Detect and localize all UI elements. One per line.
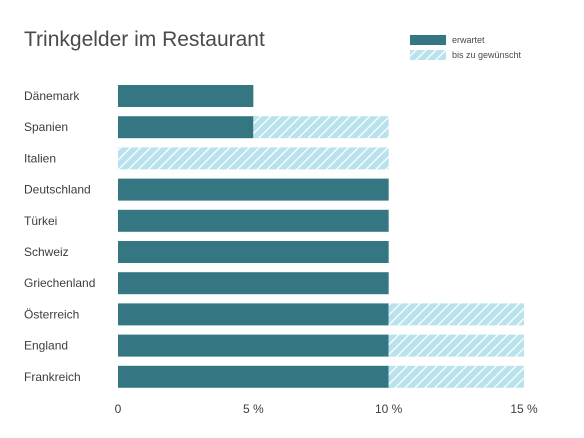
- x-axis-ticks: 0 5 % 10 % 15 %: [115, 402, 538, 416]
- x-tick-label-5: 5 %: [243, 402, 264, 416]
- category-label-osterreich: Österreich: [24, 307, 79, 321]
- bar-england-bis-zu-gewunscht: [388, 334, 524, 357]
- bar-osterreich-bis-zu-gewunscht: [388, 303, 524, 326]
- bar-schweiz-erwartet: [118, 241, 389, 263]
- x-tick-label-0: 0: [115, 402, 122, 416]
- category-label-england: England: [24, 339, 68, 353]
- category-labels: Dänemark Spanien Italien Deutschland Türkei S…: [24, 89, 95, 384]
- bar-deutschland-erwartet: [118, 178, 389, 201]
- category-label-frankreich: Frankreich: [24, 370, 81, 384]
- bar-osterreich-erwartet: [118, 303, 389, 326]
- bar-england-erwartet: [118, 334, 389, 357]
- bar-italien-bis-zu-gewunscht: [118, 147, 389, 170]
- category-label-schweiz: Schweiz: [24, 245, 69, 259]
- category-label-deutschland: Deutschland: [24, 183, 91, 197]
- bar-spanien-bis-zu-gewunscht: [253, 116, 389, 139]
- category-label-italien: Italien: [24, 151, 56, 165]
- category-label-griechenland: Griechenland: [24, 276, 95, 290]
- bar-frankreich-bis-zu-gewunscht: [388, 365, 524, 388]
- legend: erwartet bis zu gewünscht: [410, 35, 522, 60]
- bar-frankreich-erwartet: [118, 365, 389, 388]
- chart-title: Trinkgelder im Restaurant: [24, 28, 265, 51]
- bar-danemark-erwartet: [118, 85, 254, 107]
- bar-griechenland-erwartet: [118, 272, 389, 295]
- legend-swatch-bis-zu-gewunscht: [410, 50, 446, 60]
- legend-label-bis-zu-gewunscht: bis zu gewünscht: [452, 50, 522, 60]
- category-label-spanien: Spanien: [24, 120, 68, 134]
- bars: [118, 85, 524, 388]
- legend-label-erwartet: erwartet: [452, 35, 485, 45]
- category-label-turkei: Türkei: [24, 214, 57, 228]
- category-label-danemark: Dänemark: [24, 89, 80, 103]
- x-tick-label-15: 15 %: [510, 402, 538, 416]
- bar-spanien-erwartet: [118, 116, 254, 139]
- bar-turkei-erwartet: [118, 209, 389, 232]
- x-tick-label-10: 10 %: [375, 402, 403, 416]
- legend-swatch-erwartet: [410, 35, 446, 45]
